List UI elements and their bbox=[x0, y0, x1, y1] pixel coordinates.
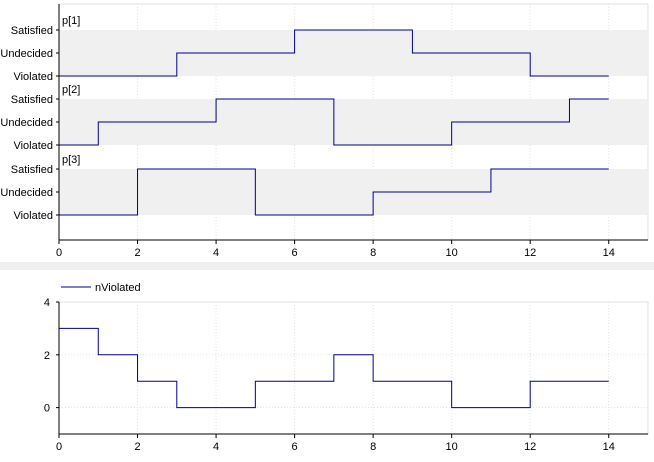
series-label: p[2] bbox=[62, 84, 80, 96]
x-tick-label: 10 bbox=[446, 247, 458, 259]
y-tick-label: 0 bbox=[44, 403, 50, 415]
series-line bbox=[59, 168, 609, 216]
series-line bbox=[59, 98, 609, 146]
x-tick-label: 14 bbox=[603, 441, 615, 453]
y-tick-label: Satisfied bbox=[11, 94, 53, 106]
x-tick-label: 10 bbox=[446, 441, 458, 453]
plot-separator bbox=[0, 262, 654, 270]
y-tick-label: Satisfied bbox=[11, 164, 53, 176]
x-tick-label: 4 bbox=[213, 441, 219, 453]
x-tick-label: 8 bbox=[370, 247, 376, 259]
nviolated-plot-svg: nViolated 0 2 4 0 2 4 6 8 10 12 14 bbox=[44, 282, 649, 453]
x-tick-label: 6 bbox=[292, 441, 298, 453]
plot-frame bbox=[58, 301, 649, 435]
x-tick-label: 0 bbox=[56, 247, 62, 259]
y-tick-label: Violated bbox=[13, 71, 53, 83]
y-tick-label: Undecided bbox=[0, 117, 53, 129]
x-tick-label: 0 bbox=[56, 441, 62, 453]
legend-label: nViolated bbox=[95, 282, 141, 294]
series-line bbox=[59, 29, 609, 77]
y-tick-label: Violated bbox=[13, 210, 53, 222]
y-tick-label: 2 bbox=[44, 350, 50, 362]
y-tick-label: Undecided bbox=[0, 187, 53, 199]
value-band bbox=[59, 30, 648, 76]
x-tick-label: 6 bbox=[292, 247, 298, 259]
y-tick-label: Violated bbox=[13, 140, 53, 152]
y-tick-label: 4 bbox=[44, 297, 50, 309]
series-label: p[1] bbox=[62, 15, 80, 27]
x-tick-label: 12 bbox=[524, 441, 536, 453]
y-tick-label: Undecided bbox=[0, 48, 53, 60]
series-label: p[3] bbox=[62, 154, 80, 166]
series-line bbox=[59, 327, 609, 409]
x-tick-label: 2 bbox=[134, 441, 140, 453]
nviolated-plot[interactable]: nViolated 0 2 4 0 2 4 6 8 10 12 14 bbox=[0, 270, 654, 457]
x-tick-label: 12 bbox=[524, 247, 536, 259]
x-tick-label: 8 bbox=[370, 441, 376, 453]
x-tick-label: 4 bbox=[213, 247, 219, 259]
value-band bbox=[59, 169, 648, 215]
x-tick-label: 14 bbox=[603, 247, 615, 259]
y-tick-label: Satisfied bbox=[11, 25, 53, 37]
boolean-plot[interactable]: Violated Undecided Satisfied p[1] Violated Un… bbox=[0, 0, 654, 262]
boolean-plot-svg: Violated Undecided Satisfied p[1] Violated Un… bbox=[0, 3, 649, 259]
x-tick-label: 2 bbox=[134, 247, 140, 259]
